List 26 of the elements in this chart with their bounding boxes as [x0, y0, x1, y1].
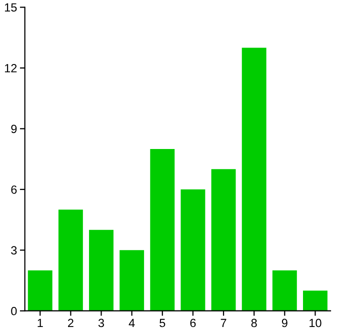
bar: [272, 270, 297, 311]
x-tick-label: 4: [128, 318, 135, 328]
x-tick-label: 6: [190, 318, 196, 328]
bar: [28, 270, 52, 311]
x-tick-label: 8: [251, 318, 257, 328]
bar: [150, 148, 175, 311]
bar: [211, 169, 236, 311]
bar: [120, 250, 144, 311]
y-tick-label: 12: [4, 64, 17, 72]
x-tick-label: 1: [38, 318, 43, 328]
y-tick-label: 15: [4, 3, 17, 12]
bar: [180, 189, 206, 311]
bar: [89, 230, 114, 311]
x-tick-label: 7: [220, 318, 226, 328]
bar: [58, 210, 83, 311]
y-tick-label: 3: [11, 246, 17, 255]
bar: [242, 48, 266, 311]
y-tick-label: 6: [11, 185, 17, 194]
x-tick-label: 10: [310, 318, 322, 328]
x-tick-label: 5: [160, 318, 166, 328]
y-tick-label: 0: [11, 306, 17, 316]
x-tick-label: 2: [68, 318, 74, 328]
y-tick-label: 9: [11, 124, 17, 134]
bar: [303, 290, 328, 311]
x-tick-label: 3: [98, 318, 104, 328]
x-tick-label: 9: [282, 318, 288, 328]
